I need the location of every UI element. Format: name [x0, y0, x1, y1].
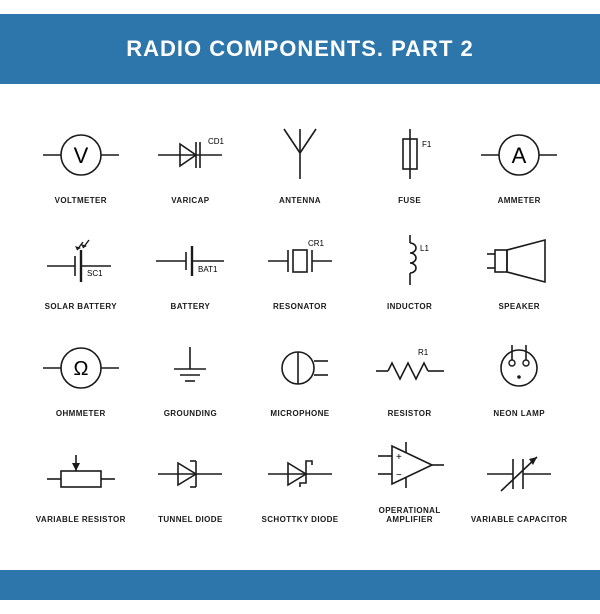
cell-op-amp: + − OPERATIONAL AMPLIFIER — [357, 422, 463, 525]
cell-variable-resistor: VARIABLE RESISTOR — [28, 422, 134, 525]
svg-text:Ω: Ω — [73, 358, 88, 380]
varicap-label: VARICAP — [171, 196, 209, 205]
schottky-diode-icon — [247, 439, 353, 509]
inductor-label: INDUCTOR — [387, 302, 432, 311]
battery-label: BATTERY — [171, 302, 211, 311]
speaker-icon — [466, 226, 572, 296]
variable-resistor-label: VARIABLE RESISTOR — [36, 515, 126, 524]
voltmeter-icon: V — [28, 120, 134, 190]
cell-ohmmeter: Ω OHMMETER — [28, 315, 134, 418]
variable-resistor-icon — [28, 439, 134, 509]
fuse-icon: F1 — [357, 120, 463, 190]
antenna-label: ANTENNA — [279, 196, 321, 205]
neon-lamp-icon — [466, 333, 572, 403]
svg-text:−: − — [396, 470, 402, 481]
ohmmeter-icon: Ω — [28, 333, 134, 403]
cell-speaker: SPEAKER — [466, 209, 572, 312]
cell-resistor: R1 RESISTOR — [357, 315, 463, 418]
resonator-label: RESONATOR — [273, 302, 327, 311]
variable-capacitor-icon — [466, 439, 572, 509]
tunnel-diode-icon — [138, 439, 244, 509]
cell-ammeter: A AMMETER — [466, 102, 572, 205]
cell-variable-capacitor: VARIABLE CAPACITOR — [466, 422, 572, 525]
svg-text:R1: R1 — [418, 348, 429, 357]
header-bar: RADIO COMPONENTS. PART 2 — [0, 14, 600, 84]
grounding-label: GROUNDING — [164, 409, 217, 418]
cell-varicap: CD1 VARICAP — [138, 102, 244, 205]
svg-text:F1: F1 — [422, 140, 432, 149]
varicap-icon: CD1 — [138, 120, 244, 190]
solar-battery-icon: SC1 — [28, 226, 134, 296]
cell-voltmeter: V VOLTMETER — [28, 102, 134, 205]
solar-battery-label: SOLAR BATTERY — [45, 302, 117, 311]
svg-text:CR1: CR1 — [308, 239, 325, 248]
footer-bar — [0, 570, 600, 600]
resistor-icon: R1 — [357, 333, 463, 403]
cell-resonator: CR1 RESONATOR — [247, 209, 353, 312]
fuse-label: FUSE — [398, 196, 421, 205]
cell-solar-battery: SC1 SOLAR BATTERY — [28, 209, 134, 312]
cell-microphone: MICROPHONE — [247, 315, 353, 418]
op-amp-label: OPERATIONAL AMPLIFIER — [357, 506, 463, 524]
svg-text:A: A — [512, 143, 527, 168]
ammeter-icon: A — [466, 120, 572, 190]
battery-icon: BAT1 — [138, 226, 244, 296]
cell-fuse: F1 FUSE — [357, 102, 463, 205]
cell-tunnel-diode: TUNNEL DIODE — [138, 422, 244, 525]
tunnel-diode-label: TUNNEL DIODE — [158, 515, 223, 524]
svg-text:+: + — [396, 452, 402, 463]
cell-antenna: ANTENNA — [247, 102, 353, 205]
microphone-icon — [247, 333, 353, 403]
cell-neon-lamp: NEON LAMP — [466, 315, 572, 418]
op-amp-icon: + − — [357, 430, 463, 500]
svg-text:CD1: CD1 — [208, 137, 225, 146]
cell-grounding: GROUNDING — [138, 315, 244, 418]
microphone-label: MICROPHONE — [270, 409, 329, 418]
speaker-label: SPEAKER — [498, 302, 539, 311]
schottky-diode-label: SCHOTTKY DIODE — [261, 515, 338, 524]
ohmmeter-label: OHMMETER — [56, 409, 106, 418]
antenna-icon — [247, 120, 353, 190]
cell-inductor: L1 INDUCTOR — [357, 209, 463, 312]
svg-text:BAT1: BAT1 — [198, 265, 218, 274]
svg-text:SC1: SC1 — [87, 269, 103, 278]
cell-battery: BAT1 BATTERY — [138, 209, 244, 312]
grounding-icon — [138, 333, 244, 403]
page-title: RADIO COMPONENTS. PART 2 — [126, 36, 474, 62]
svg-text:L1: L1 — [420, 244, 429, 253]
resistor-label: RESISTOR — [388, 409, 432, 418]
ammeter-label: AMMETER — [498, 196, 541, 205]
svg-text:V: V — [73, 143, 88, 168]
cell-schottky-diode: SCHOTTKY DIODE — [247, 422, 353, 525]
neon-lamp-label: NEON LAMP — [493, 409, 545, 418]
inductor-icon: L1 — [357, 226, 463, 296]
resonator-icon: CR1 — [247, 226, 353, 296]
variable-capacitor-label: VARIABLE CAPACITOR — [471, 515, 568, 524]
component-grid: V VOLTMETER CD1 VARICAP ANTENNA — [0, 84, 600, 524]
voltmeter-label: VOLTMETER — [55, 196, 107, 205]
